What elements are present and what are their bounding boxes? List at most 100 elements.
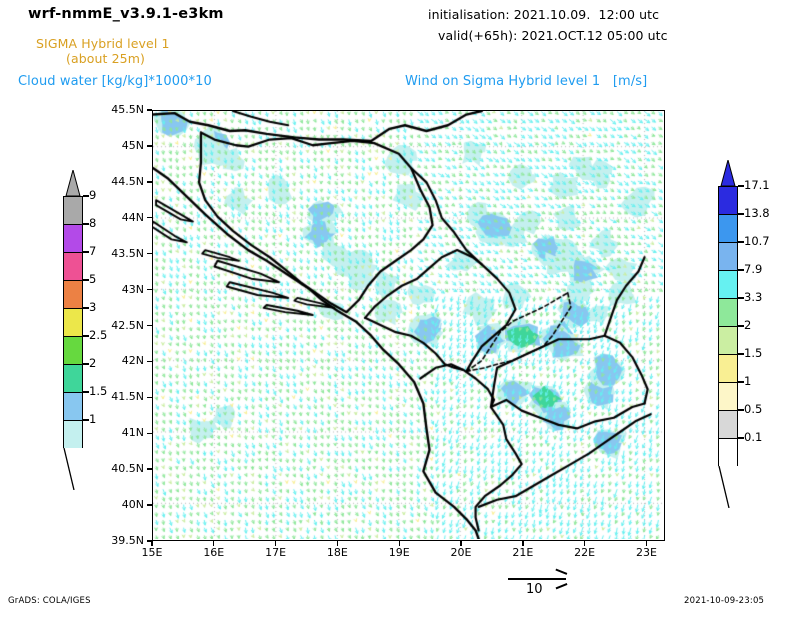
y-axis-label: 40.5N bbox=[111, 462, 144, 476]
colorbar-tick bbox=[738, 213, 744, 215]
wind-scale-label: 10 bbox=[526, 582, 543, 597]
x-axis-tick bbox=[460, 541, 462, 546]
colorbar-segment bbox=[63, 252, 83, 280]
x-axis-tick bbox=[274, 541, 277, 546]
x-axis-label: 18E bbox=[326, 546, 348, 559]
y-axis-tick bbox=[147, 468, 152, 470]
x-axis-label: 19E bbox=[388, 546, 410, 559]
model-level-line2: (about 25m) bbox=[66, 51, 145, 66]
x-axis-label: 16E bbox=[203, 546, 225, 559]
colorbar-tick bbox=[738, 325, 744, 327]
colorbar-label: 7.9 bbox=[744, 262, 763, 276]
initialisation-time: initialisation: 2021.10.09. 12:00 utc bbox=[428, 7, 660, 22]
y-axis-tick bbox=[147, 217, 152, 219]
colorbar-segment bbox=[718, 326, 738, 354]
grads-credit: GrADS: COLA/IGES bbox=[8, 596, 91, 606]
colorbar-tick bbox=[83, 363, 89, 365]
y-axis-tick bbox=[147, 504, 152, 506]
colorbar-tick bbox=[83, 251, 89, 253]
colorbar-label: 17.1 bbox=[744, 178, 770, 192]
render-timestamp: 2021-10-09-23:05 bbox=[684, 596, 765, 606]
y-axis-tick bbox=[147, 324, 152, 327]
x-axis-tick bbox=[336, 541, 339, 546]
model-level-line1: SIGMA Hybrid level 1 bbox=[36, 36, 170, 51]
x-axis-label: 21E bbox=[512, 546, 534, 559]
colorbar-top-arrow bbox=[63, 168, 83, 197]
y-axis-label: 40N bbox=[121, 498, 144, 512]
y-axis-label: 41.5N bbox=[111, 390, 144, 404]
colorbar-label: 9 bbox=[89, 188, 97, 202]
colorbar-label: 2 bbox=[89, 356, 97, 370]
colorbar-label: 3 bbox=[89, 300, 97, 314]
colorbar-segment bbox=[718, 270, 738, 298]
y-axis-tick bbox=[147, 360, 152, 363]
x-axis-tick bbox=[522, 541, 524, 546]
y-axis-label: 44.5N bbox=[111, 174, 144, 188]
y-axis-label: 43N bbox=[121, 282, 144, 296]
colorbar-segment bbox=[718, 354, 738, 382]
colorbar-tick bbox=[83, 391, 89, 393]
colorbar-label: 3.3 bbox=[744, 290, 763, 304]
colorbar-label: 13.8 bbox=[744, 206, 770, 220]
colorbar-tick bbox=[83, 223, 89, 225]
colorbar-tick bbox=[83, 335, 89, 337]
model-title: wrf-nmmE_v3.9.1-e3km bbox=[28, 6, 224, 22]
colorbar-segment bbox=[63, 392, 83, 420]
colorbar-label: 0.5 bbox=[744, 402, 763, 416]
colorbar-top-arrow bbox=[718, 158, 738, 187]
colorbar-label: 1 bbox=[744, 374, 752, 388]
colorbar-segment bbox=[63, 336, 83, 364]
cloud-water-variable-label: Cloud water [kg/kg]*1000*10 bbox=[18, 74, 212, 89]
y-axis-label: 41N bbox=[121, 426, 144, 440]
colorbar-label: 8 bbox=[89, 216, 97, 230]
colorbar-tick bbox=[738, 269, 744, 271]
x-axis-tick bbox=[645, 541, 648, 546]
colorbar-tick bbox=[738, 409, 744, 411]
y-axis-tick bbox=[147, 181, 152, 183]
colorbar-segment bbox=[718, 382, 738, 410]
colorbar-bottom-tail bbox=[718, 465, 738, 509]
x-axis-tick bbox=[151, 541, 153, 546]
colorbar-label: 10.7 bbox=[744, 234, 770, 248]
x-axis-label: 15E bbox=[141, 546, 163, 559]
colorbar-segment bbox=[63, 196, 83, 224]
colorbar-segment bbox=[63, 420, 83, 448]
y-axis-label: 43.5N bbox=[111, 246, 144, 260]
y-axis-tick bbox=[147, 432, 152, 434]
colorbar-label: 2 bbox=[744, 318, 752, 332]
x-axis-tick bbox=[398, 541, 400, 546]
colorbar-tick bbox=[738, 297, 744, 299]
y-axis-label: 45N bbox=[121, 138, 144, 152]
y-axis-label: 42N bbox=[121, 354, 144, 368]
y-axis-label: 45.5N bbox=[111, 103, 144, 116]
colorbar-tick bbox=[738, 437, 744, 439]
colorbar-label: 2.5 bbox=[89, 328, 108, 342]
y-axis-label: 44N bbox=[121, 210, 144, 224]
x-axis-label: 17E bbox=[265, 546, 287, 559]
colorbar-bottom-tail bbox=[63, 447, 83, 491]
y-axis-tick bbox=[147, 145, 152, 147]
colorbar-label: 0.1 bbox=[744, 430, 763, 444]
map-canvas bbox=[153, 111, 663, 539]
map-plot-area[interactable] bbox=[152, 110, 665, 541]
colorbar-tick bbox=[738, 241, 744, 243]
colorbar-segment bbox=[718, 438, 738, 466]
y-axis-tick bbox=[147, 540, 152, 542]
x-axis-tick bbox=[213, 541, 215, 546]
colorbar-tick bbox=[83, 307, 89, 309]
wind-scale-shaft bbox=[508, 578, 566, 580]
colorbar-segment bbox=[63, 280, 83, 308]
colorbar-tick bbox=[738, 353, 744, 355]
x-axis-tick bbox=[583, 541, 586, 546]
y-axis-label: 39.5N bbox=[111, 534, 144, 547]
x-axis-label: 23E bbox=[635, 546, 657, 559]
colorbar-label: 5 bbox=[89, 272, 97, 286]
colorbar-label: 1.5 bbox=[744, 346, 763, 360]
colorbar-segment bbox=[718, 298, 738, 326]
colorbar-tick bbox=[83, 419, 89, 421]
y-axis-tick bbox=[147, 252, 152, 255]
y-axis-tick bbox=[147, 109, 152, 111]
wind-scale-arrowhead-lower bbox=[555, 583, 568, 590]
y-axis-tick bbox=[147, 288, 152, 291]
x-axis-label: 20E bbox=[450, 546, 472, 559]
